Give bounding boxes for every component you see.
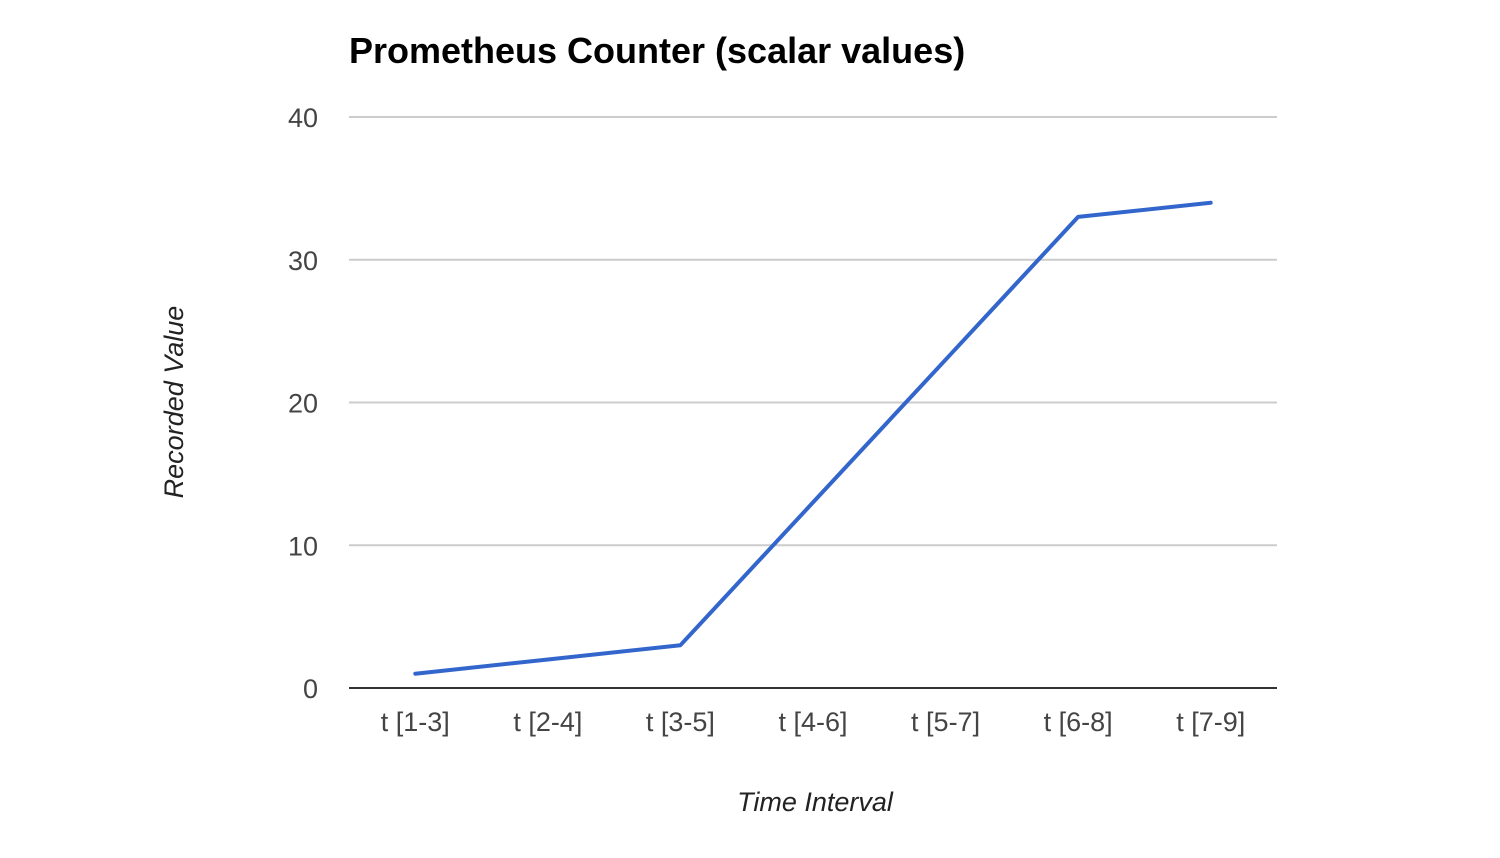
y-axis-title: Recorded Value <box>159 306 189 499</box>
x-tick-label: t [2-4] <box>513 707 582 737</box>
x-tick-label: t [5-7] <box>911 707 980 737</box>
y-tick-label: 30 <box>288 246 318 276</box>
x-axis-title: Time Interval <box>737 787 894 817</box>
x-tick-label: t [3-5] <box>646 707 715 737</box>
y-tick-label: 20 <box>288 389 318 419</box>
x-tick-label: t [6-8] <box>1044 707 1113 737</box>
x-tick-label: t [4-6] <box>778 707 847 737</box>
x-axis-tick-labels: t [1-3] t [2-4] t [3-5] t [4-6] t [5-7] t [6-… <box>381 707 1245 737</box>
y-tick-label: 0 <box>303 674 318 704</box>
series-line <box>413 200 1213 676</box>
series-lines <box>413 200 1213 676</box>
x-tick-label: t [7-9] <box>1176 707 1245 737</box>
y-tick-label: 10 <box>288 531 318 561</box>
gridlines <box>349 116 1277 547</box>
x-tick-label: t [1-3] <box>381 707 450 737</box>
y-axis-tick-labels: 0 10 20 30 40 <box>288 103 318 704</box>
chart-title: Prometheus Counter (scalar values) <box>349 30 965 71</box>
y-tick-label: 40 <box>288 103 318 133</box>
